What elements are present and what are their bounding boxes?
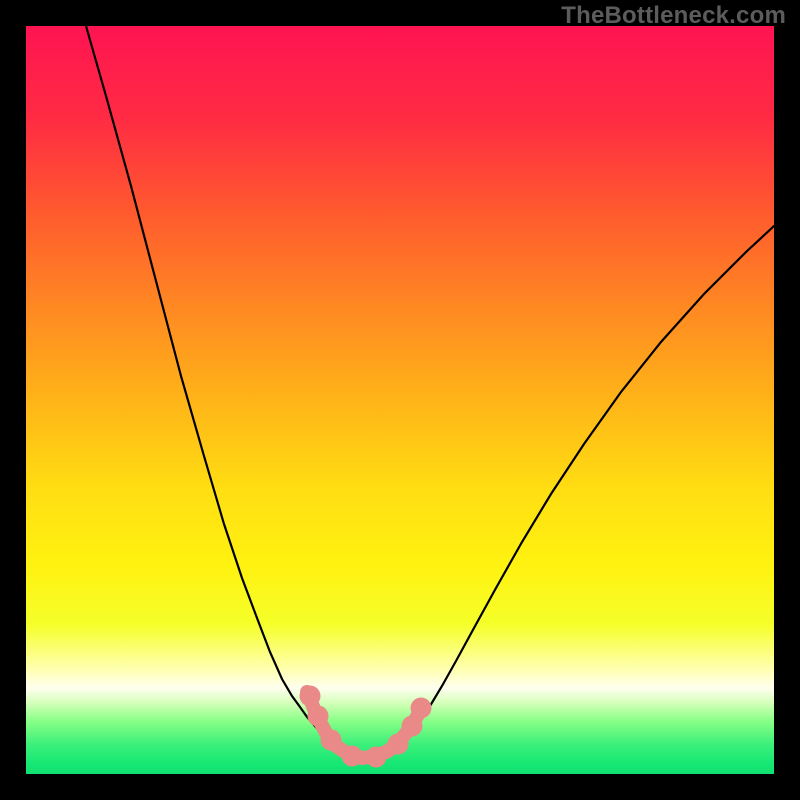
optimal-bead	[300, 686, 321, 707]
optimal-bead	[411, 698, 432, 719]
optimal-bead	[321, 730, 342, 751]
optimal-bead	[342, 746, 363, 767]
chart-frame: TheBottleneck.com	[0, 0, 800, 800]
optimal-bead	[402, 716, 423, 737]
optimal-bead	[388, 734, 409, 755]
gradient-background	[26, 26, 774, 774]
optimal-bead	[308, 706, 329, 727]
optimal-bead	[366, 747, 387, 768]
bottleneck-curve-plot	[26, 26, 774, 774]
